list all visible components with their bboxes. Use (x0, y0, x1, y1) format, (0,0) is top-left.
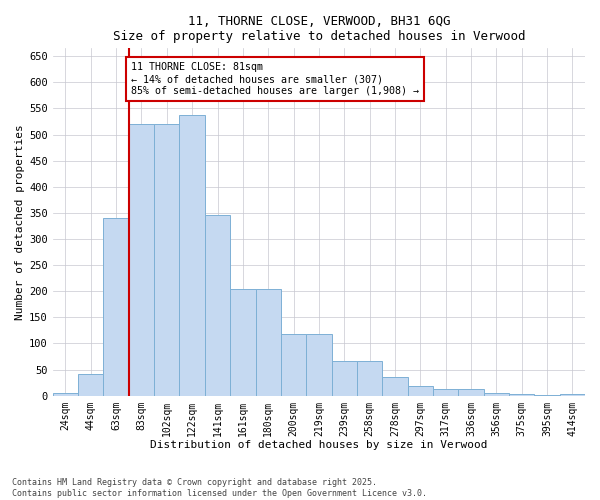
Bar (382, 377, 407, 396)
Bar (103, 218, 129, 396)
Bar (78, 374, 103, 396)
Bar (205, 216, 230, 396)
Bar (53, 393, 78, 396)
Text: Contains HM Land Registry data © Crown copyright and database right 2025.
Contai: Contains HM Land Registry data © Crown c… (12, 478, 427, 498)
Bar (484, 393, 509, 396)
Bar (306, 334, 332, 396)
Bar (535, 395, 560, 396)
Bar (281, 334, 306, 396)
Bar (433, 389, 458, 396)
Bar (509, 394, 535, 396)
Bar (407, 386, 433, 396)
Bar (256, 288, 281, 396)
X-axis label: Distribution of detached houses by size in Verwood: Distribution of detached houses by size … (150, 440, 488, 450)
Title: 11, THORNE CLOSE, VERWOOD, BH31 6QG
Size of property relative to detached houses: 11, THORNE CLOSE, VERWOOD, BH31 6QG Size… (113, 15, 525, 43)
Bar (230, 288, 256, 396)
Bar (560, 394, 585, 396)
Bar (154, 124, 179, 396)
Bar (179, 114, 205, 396)
Text: 11 THORNE CLOSE: 81sqm
← 14% of detached houses are smaller (307)
85% of semi-de: 11 THORNE CLOSE: 81sqm ← 14% of detached… (131, 62, 419, 96)
Bar (357, 360, 382, 396)
Y-axis label: Number of detached properties: Number of detached properties (15, 124, 25, 320)
Bar (458, 389, 484, 396)
Bar (129, 124, 154, 396)
Bar (332, 360, 357, 396)
